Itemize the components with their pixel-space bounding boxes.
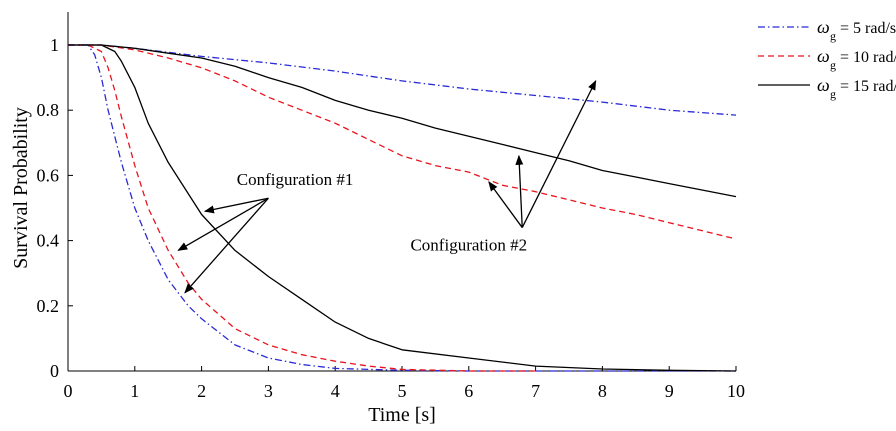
x-tick-label: 4 xyxy=(331,381,340,401)
series-line-config2-solid xyxy=(68,44,737,198)
legend: ωg= 5 rad/sωg= 10 rad/sωg= 15 rad/s xyxy=(758,17,896,101)
annotation-arrow xyxy=(177,197,269,251)
annotation-arrow xyxy=(203,197,269,214)
legend-subscript: g xyxy=(830,87,836,101)
annotation-arrow xyxy=(515,154,524,228)
annotation-label: Configuration #2 xyxy=(410,235,527,254)
x-tick-label: 2 xyxy=(197,381,206,401)
x-tick-label: 6 xyxy=(464,381,473,401)
x-tick-label: 10 xyxy=(727,381,745,401)
y-tick-label: 0.6 xyxy=(37,165,60,185)
x-tick-label: 5 xyxy=(398,381,407,401)
series-line-config1-dashed xyxy=(68,44,536,372)
annotation-arrow xyxy=(521,79,597,228)
series-lines xyxy=(68,44,737,372)
legend-subscript: g xyxy=(830,58,836,72)
x-axis-label: Time [s] xyxy=(368,404,436,426)
legend-label: = 10 rad/s xyxy=(840,49,896,66)
y-tick-label: 0.4 xyxy=(37,231,60,251)
annotation-label: Configuration #1 xyxy=(237,170,354,189)
legend-subscript: g xyxy=(830,29,836,43)
y-axis-label: Survival Probability xyxy=(10,107,32,269)
x-tick-label: 3 xyxy=(264,381,273,401)
series-line-config1-dashdot xyxy=(68,44,736,372)
y-ticks: 0 0.2 0.4 0.6 0.8 1 xyxy=(37,35,73,381)
x-tick-label: 1 xyxy=(130,381,139,401)
legend-symbol: ω xyxy=(817,17,830,37)
series-line-config2-dashdot xyxy=(68,44,737,116)
legend-label: = 15 rad/s xyxy=(840,78,896,95)
x-ticks: 0 1 2 3 4 5 6 7 8 9 10 xyxy=(64,366,745,401)
y-tick-label: 1 xyxy=(50,35,59,55)
annotations: Configuration #1 Configuration #2 xyxy=(177,79,597,294)
annotation-arrow xyxy=(184,197,269,294)
y-tick-label: 0.2 xyxy=(37,296,60,316)
axes xyxy=(67,12,736,372)
x-tick-label: 7 xyxy=(531,381,540,401)
series-line-config1-solid xyxy=(68,44,737,372)
y-tick-label: 0 xyxy=(50,361,59,381)
legend-symbol: ω xyxy=(817,75,830,95)
x-tick-label: 8 xyxy=(598,381,607,401)
x-tick-label: 9 xyxy=(665,381,674,401)
annotation-arrow xyxy=(488,181,523,228)
legend-symbol: ω xyxy=(817,46,830,66)
series-line-config2-dashed xyxy=(68,44,737,240)
x-tick-label: 0 xyxy=(64,381,73,401)
legend-label: = 5 rad/s xyxy=(840,20,896,37)
y-tick-label: 0.8 xyxy=(37,100,60,120)
